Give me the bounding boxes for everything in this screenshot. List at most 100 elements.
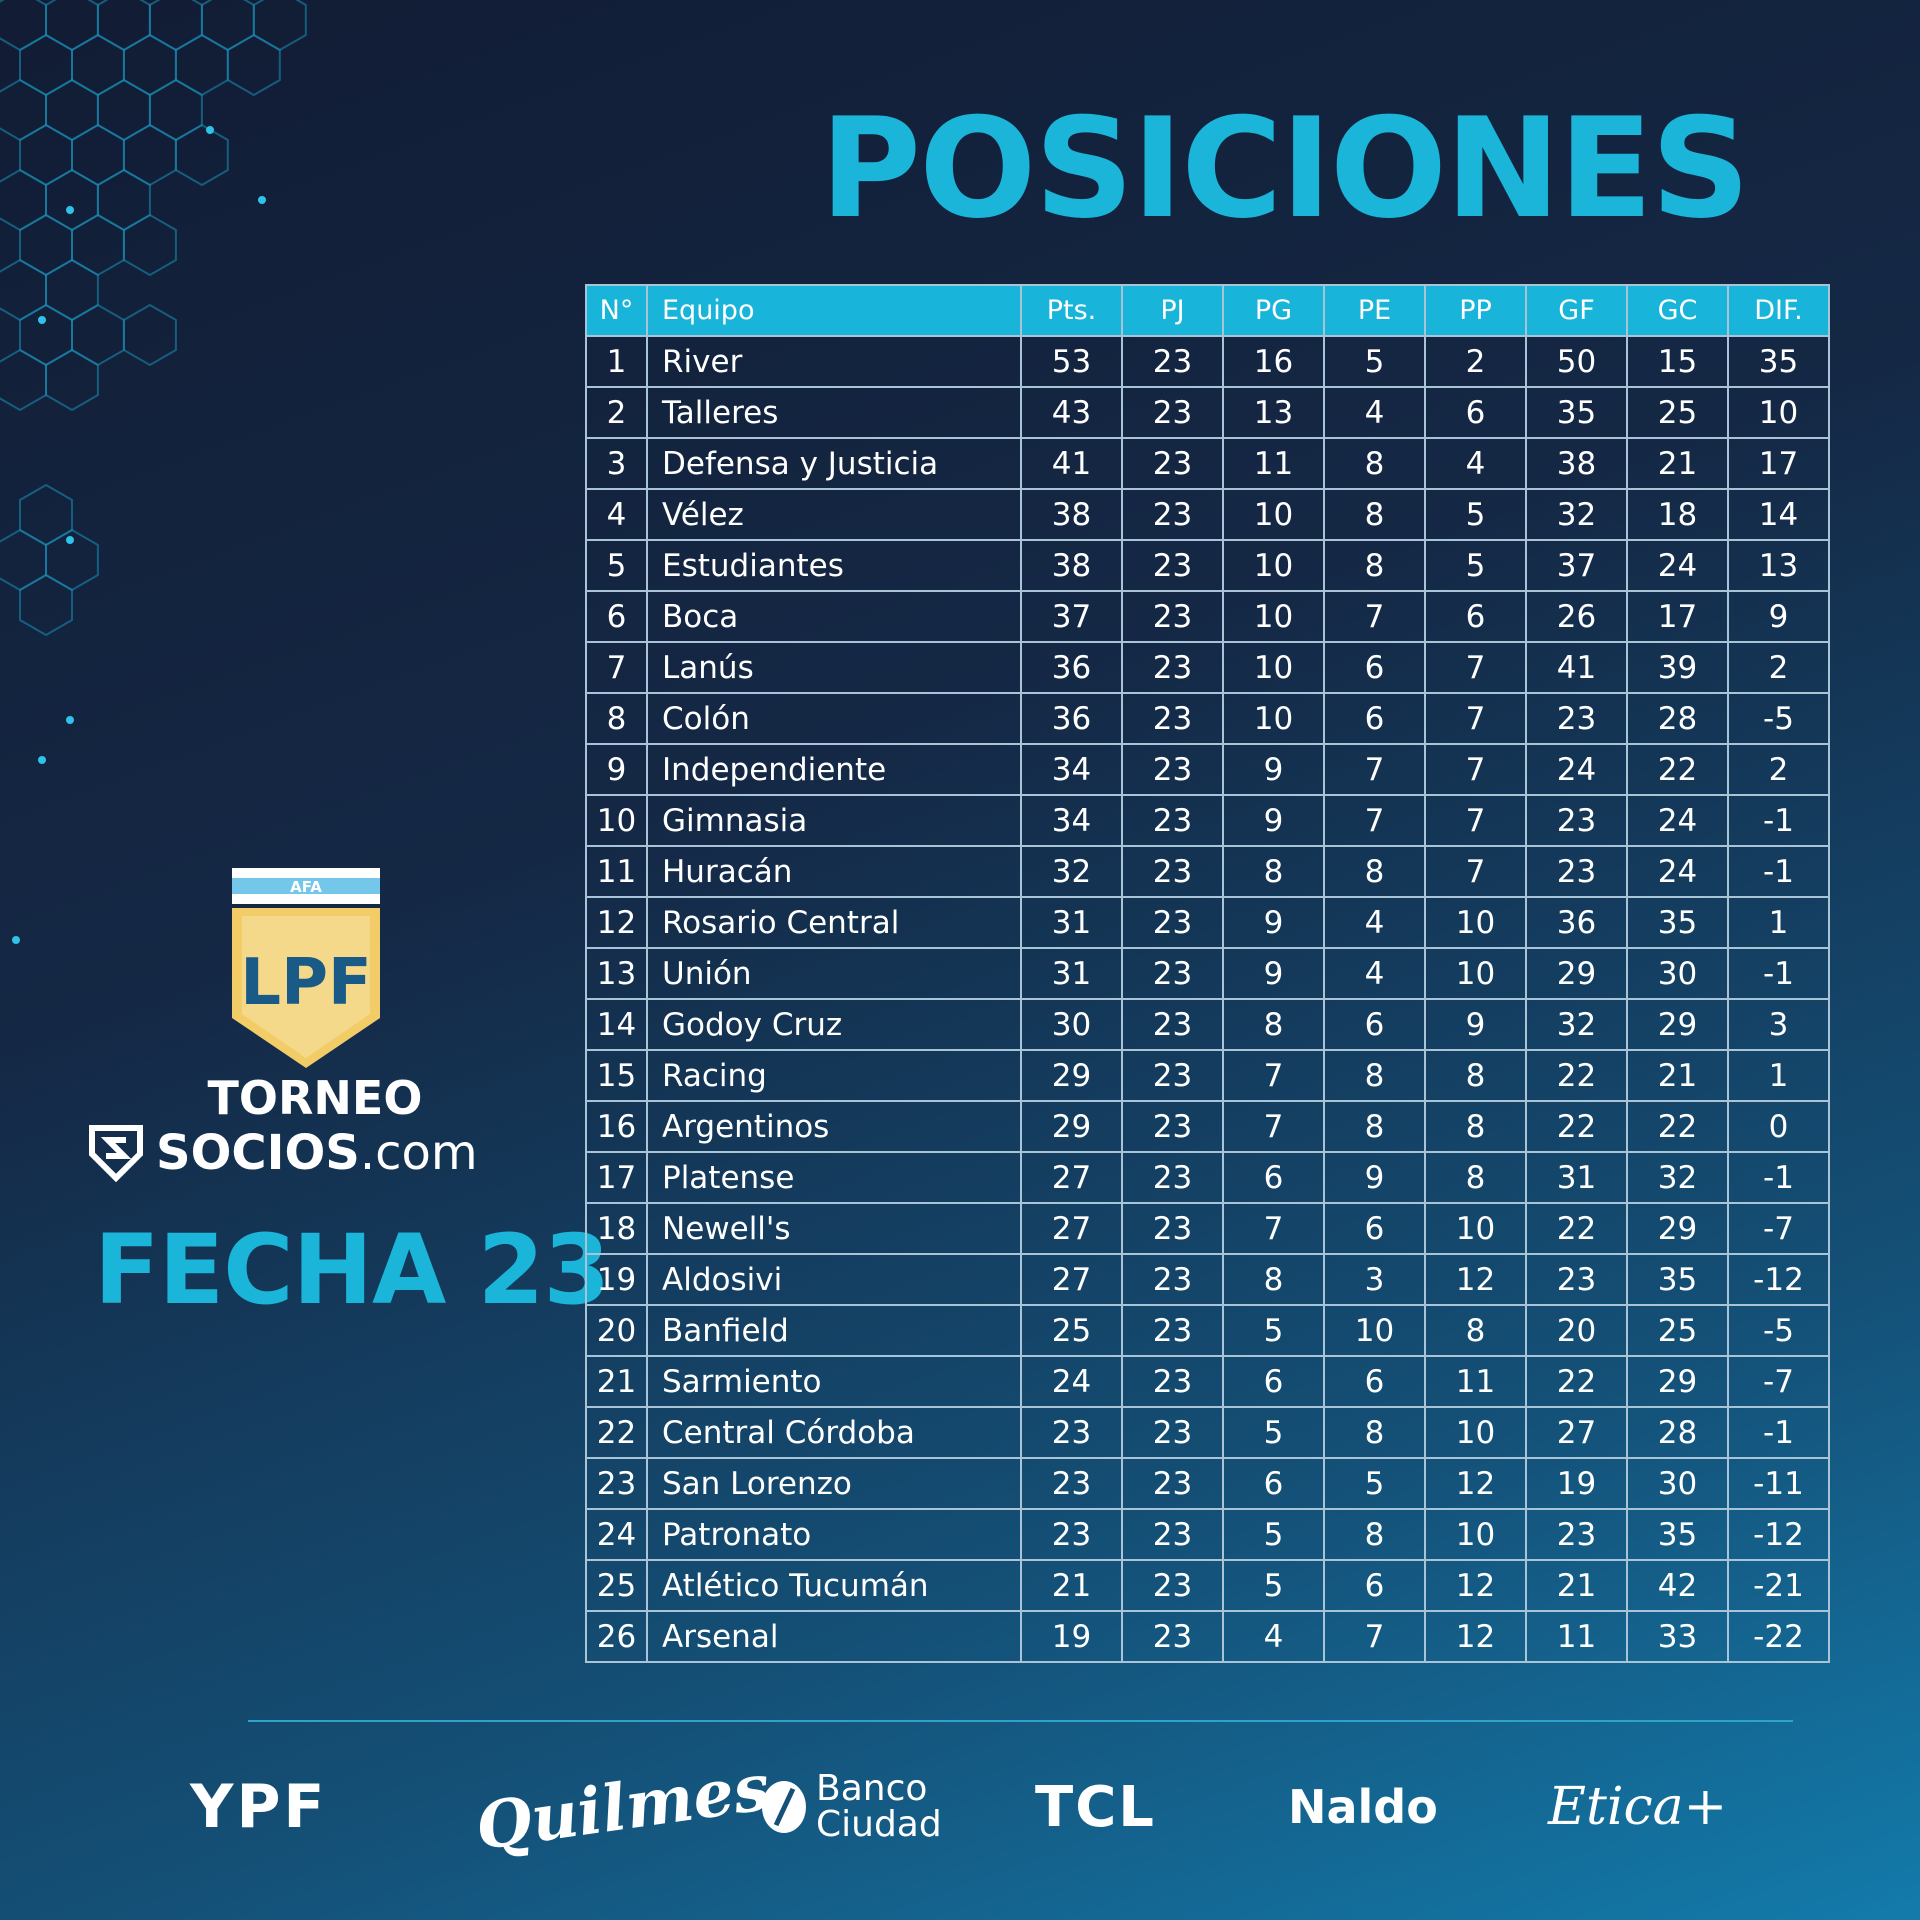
hexagon-shape: [0, 0, 47, 52]
cell-goals-against: 17: [1626, 590, 1729, 643]
cell-goals-for: 20: [1525, 1304, 1628, 1357]
cell-drawn: 7: [1323, 794, 1426, 847]
cell-goals-against: 28: [1626, 692, 1729, 745]
cell-lost: 12: [1424, 1559, 1527, 1612]
cell-drawn: 6: [1323, 692, 1426, 745]
cell-team: Independiente: [646, 743, 1022, 796]
cell-played: 23: [1121, 1253, 1224, 1306]
cell-position: 22: [585, 1406, 648, 1459]
cell-points: 27: [1020, 1253, 1123, 1306]
cell-won: 4: [1222, 1610, 1325, 1663]
cell-points: 25: [1020, 1304, 1123, 1357]
hexagon-shape: [96, 0, 151, 52]
socios-brand: SOCIOS: [156, 1125, 360, 1181]
cell-won: 10: [1222, 539, 1325, 592]
cell-played: 23: [1121, 845, 1224, 898]
cell-goals-for: 23: [1525, 692, 1628, 745]
cell-lost: 12: [1424, 1457, 1527, 1510]
hexagon-shape: [19, 123, 73, 187]
table-row: 17 Platense 27 23 6 9 8 31 32 -1: [585, 1151, 1830, 1204]
cell-position: 5: [585, 539, 648, 592]
table-row: 16 Argentinos 29 23 7 8 8 22 22 0: [585, 1100, 1830, 1153]
cell-lost: 2: [1424, 335, 1527, 388]
cell-goal-difference: -22: [1727, 1610, 1830, 1663]
header-drawn: PE: [1323, 284, 1426, 337]
network-node-dot: [66, 716, 74, 724]
table-row: 1 River 53 23 16 5 2 50 15 35: [585, 335, 1830, 388]
cell-position: 18: [585, 1202, 648, 1255]
cell-position: 23: [585, 1457, 648, 1510]
cell-drawn: 6: [1323, 1202, 1426, 1255]
header-goals-against: GC: [1626, 284, 1729, 337]
cell-team: Argentinos: [646, 1100, 1022, 1153]
round-label: FECHA 23: [94, 1214, 610, 1326]
cell-lost: 12: [1424, 1610, 1527, 1663]
cell-goals-for: 36: [1525, 896, 1628, 949]
cell-goal-difference: -5: [1727, 692, 1830, 745]
cell-points: 34: [1020, 794, 1123, 847]
cell-goals-against: 35: [1626, 1253, 1729, 1306]
socios-logo: SOCIOS.com: [88, 1124, 478, 1182]
cell-lost: 5: [1424, 539, 1527, 592]
hexagon-shape: [45, 348, 99, 412]
cell-goal-difference: 2: [1727, 641, 1830, 694]
hexagon-shape: [122, 33, 177, 97]
cell-goal-difference: 35: [1727, 335, 1830, 388]
cell-lost: 7: [1424, 692, 1527, 745]
cell-goals-for: 23: [1525, 845, 1628, 898]
cell-lost: 10: [1424, 1406, 1527, 1459]
cell-played: 23: [1121, 1049, 1224, 1102]
cell-goals-for: 19: [1525, 1457, 1628, 1510]
table-row: 5 Estudiantes 38 23 10 8 5 37 24 13: [585, 539, 1830, 592]
cell-goals-against: 24: [1626, 845, 1729, 898]
cell-goals-against: 21: [1626, 437, 1729, 490]
header-goal-difference: DIF.: [1727, 284, 1830, 337]
cell-position: 15: [585, 1049, 648, 1102]
afa-badge-text: AFA: [290, 878, 322, 896]
hexagon-shape: [200, 0, 255, 52]
cell-points: 38: [1020, 539, 1123, 592]
cell-lost: 6: [1424, 590, 1527, 643]
table-row: 8 Colón 36 23 10 6 7 23 28 -5: [585, 692, 1830, 745]
cell-won: 9: [1222, 794, 1325, 847]
cell-team: Patronato: [646, 1508, 1022, 1561]
sponsor-quilmes-logo: Quilmes: [471, 1749, 775, 1865]
cell-goals-for: 21: [1525, 1559, 1628, 1612]
table-row: 19 Aldosivi 27 23 8 3 12 23 35 -12: [585, 1253, 1830, 1306]
cell-goals-against: 29: [1626, 1355, 1729, 1408]
cell-team: Newell's: [646, 1202, 1022, 1255]
cell-lost: 7: [1424, 794, 1527, 847]
cell-points: 27: [1020, 1151, 1123, 1204]
cell-team: Godoy Cruz: [646, 998, 1022, 1051]
cell-goal-difference: 13: [1727, 539, 1830, 592]
table-row: 7 Lanús 36 23 10 6 7 41 39 2: [585, 641, 1830, 694]
socios-domain: .com: [359, 1125, 478, 1181]
cell-played: 23: [1121, 1100, 1224, 1153]
cell-position: 13: [585, 947, 648, 1000]
table-row: 4 Vélez 38 23 10 8 5 32 18 14: [585, 488, 1830, 541]
table-row: 25 Atlético Tucumán 21 23 5 6 12 21 42 -21: [585, 1559, 1830, 1612]
cell-won: 10: [1222, 590, 1325, 643]
cell-goals-for: 23: [1525, 794, 1628, 847]
sponsor-divider: [248, 1720, 1793, 1722]
hexagon-shape: [0, 348, 47, 412]
cell-played: 23: [1121, 743, 1224, 796]
cell-points: 23: [1020, 1508, 1123, 1561]
cell-goals-against: 42: [1626, 1559, 1729, 1612]
cell-position: 11: [585, 845, 648, 898]
hexagon-shape: [226, 33, 281, 97]
cell-played: 23: [1121, 692, 1224, 745]
cell-goals-against: 33: [1626, 1610, 1729, 1663]
cell-lost: 12: [1424, 1253, 1527, 1306]
hexagon-shape: [0, 258, 47, 322]
cell-goals-against: 25: [1626, 386, 1729, 439]
header-lost: PP: [1424, 284, 1527, 337]
cell-drawn: 4: [1323, 947, 1426, 1000]
cell-drawn: 10: [1323, 1304, 1426, 1357]
cell-position: 17: [585, 1151, 648, 1204]
cell-goal-difference: -1: [1727, 794, 1830, 847]
cell-position: 24: [585, 1508, 648, 1561]
cell-goals-against: 35: [1626, 896, 1729, 949]
table-row: 3 Defensa y Justicia 41 23 11 8 4 38 21 17: [585, 437, 1830, 490]
cell-won: 16: [1222, 335, 1325, 388]
